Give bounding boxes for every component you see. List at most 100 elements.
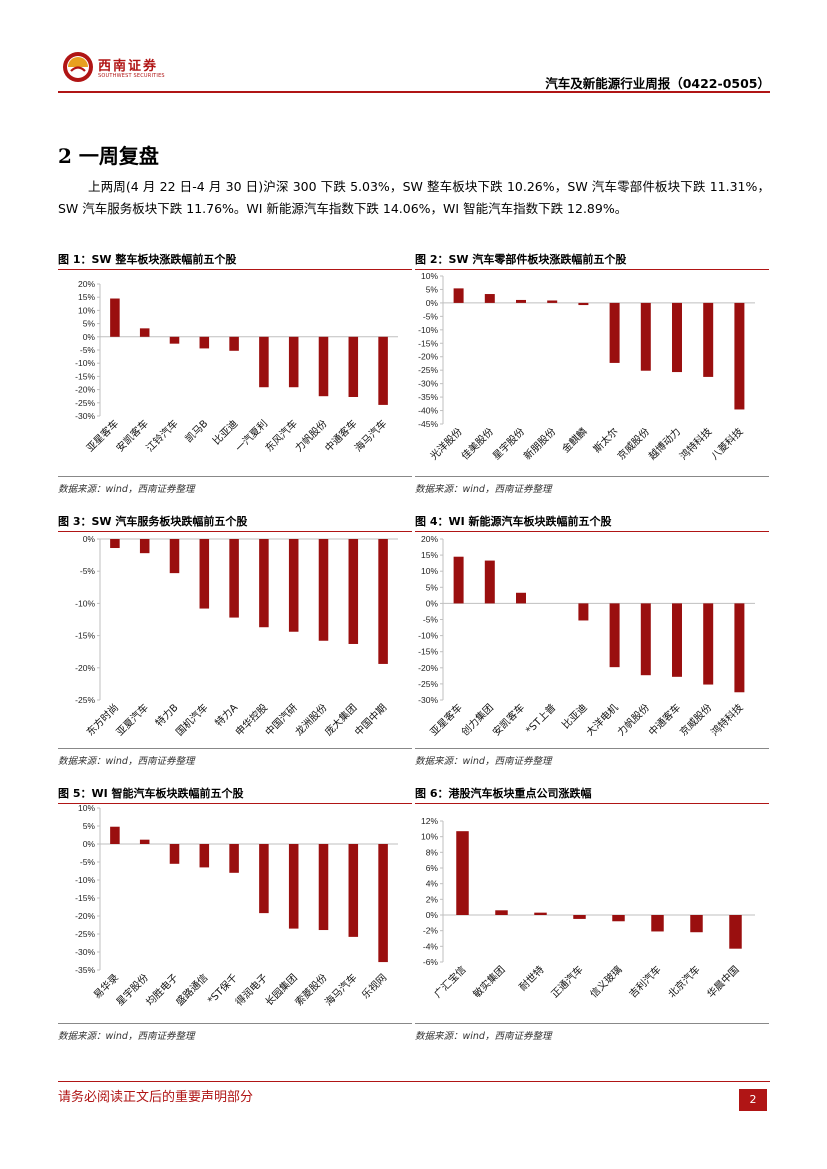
- y-tick-label: -35%: [418, 392, 438, 402]
- figure-title-divider: [415, 803, 769, 804]
- x-category-label: 均胜电子: [143, 971, 180, 1008]
- bar: [573, 915, 586, 919]
- y-tick-label: 0%: [83, 534, 96, 544]
- figure-bottom-divider: [415, 1023, 769, 1024]
- brand-logo: 西南证券 SOUTHWEST SECURITIES: [62, 51, 174, 85]
- bar: [288, 844, 299, 929]
- y-tick-label: 5%: [426, 284, 439, 294]
- bar: [199, 336, 210, 349]
- x-category-label: 龙洲股份: [292, 701, 329, 738]
- bar: [612, 915, 625, 922]
- y-tick-label: -35%: [75, 965, 95, 975]
- y-tick-label: -20%: [418, 663, 438, 673]
- source-note: 数据来源：wind，西南证券整理: [415, 1031, 552, 1042]
- figure-2: 图 2：SW 汽车零部件板块涨跌幅前五个股 -45% -40% -35% -30% -2…: [415, 251, 769, 501]
- report-title: 汽车及新能源行业周报（0422-0505）: [545, 76, 770, 91]
- page-number: 2: [739, 1089, 767, 1111]
- bar: [734, 302, 745, 410]
- figure-title-divider: [415, 531, 769, 532]
- bar: [729, 915, 742, 949]
- figure-title: 图 4：WI 新能源汽车板块跌幅前五个股: [415, 515, 612, 528]
- x-category-label: 中通客车: [322, 417, 359, 454]
- y-tick-label: 8%: [426, 847, 439, 857]
- y-tick-label: 10%: [421, 271, 438, 281]
- x-category-label: 比亚迪: [211, 418, 241, 448]
- x-category-label: 东方时尚: [84, 701, 121, 738]
- x-category-label: 大洋电机: [583, 701, 620, 738]
- x-category-label: 中国中期: [352, 701, 389, 738]
- y-tick-label: -15%: [75, 631, 95, 641]
- y-tick-label: 2%: [426, 894, 439, 904]
- bar: [288, 336, 299, 388]
- figure-bottom-divider: [58, 476, 412, 477]
- x-category-label: 凯马B: [182, 417, 210, 445]
- x-category-label: 特力A: [212, 701, 240, 729]
- x-category-label: 易华录: [91, 971, 121, 1001]
- bar: [734, 603, 745, 693]
- bar: [640, 302, 651, 371]
- source-note: 数据来源：wind，西南证券整理: [58, 756, 195, 767]
- x-category-label: 安凯客车: [113, 417, 150, 454]
- bar: [259, 539, 269, 628]
- y-tick-label: -45%: [418, 419, 438, 429]
- figure-4: 图 4：WI 新能源汽车板块跌幅前五个股 -30% -25% -20% -15% -10…: [415, 513, 769, 768]
- bar: [348, 539, 359, 644]
- bar: [318, 336, 329, 397]
- bar: [534, 912, 547, 915]
- bar: [259, 844, 269, 914]
- bar: [199, 539, 210, 609]
- figure-title: 图 5：WI 智能汽车板块跌幅前五个股: [58, 787, 244, 800]
- y-tick-label: -30%: [418, 695, 438, 705]
- figure-bottom-divider: [415, 476, 769, 477]
- bar: [609, 302, 620, 363]
- y-tick-label: 10%: [78, 305, 95, 315]
- x-category-label: 海马汽车: [322, 971, 359, 1008]
- bar: [516, 592, 526, 604]
- bar: [578, 603, 589, 621]
- bar: [578, 302, 589, 306]
- x-category-label: 新朋股份: [521, 425, 558, 462]
- bar: [229, 539, 239, 618]
- bar: [703, 603, 714, 685]
- bar: [288, 539, 299, 632]
- y-tick-label: 15%: [421, 550, 438, 560]
- y-tick-label: 0%: [83, 332, 96, 342]
- x-category-label: 比亚迪: [560, 702, 590, 732]
- x-category-label: 海马汽车: [352, 417, 389, 454]
- x-category-label: 正通汽车: [548, 963, 585, 1000]
- bar: [348, 844, 359, 937]
- x-category-label: 京威股份: [677, 701, 714, 738]
- x-category-label: 索菱股份: [292, 971, 329, 1008]
- source-note: 数据来源：wind，西南证券整理: [415, 484, 552, 495]
- y-tick-label: -25%: [75, 398, 95, 408]
- y-tick-label: 0%: [83, 839, 96, 849]
- bar: [495, 910, 508, 915]
- figure-title-divider: [58, 803, 412, 804]
- x-category-label: 力帆股份: [292, 417, 329, 454]
- source-note: 数据来源：wind，西南证券整理: [58, 1031, 195, 1042]
- x-category-label: 得润电子: [233, 971, 270, 1008]
- x-category-label: 敏实集团: [470, 963, 507, 1000]
- figure-title: 图 1：SW 整车板块涨跌幅前五个股: [58, 253, 237, 266]
- x-category-label: 金麒麟: [559, 425, 589, 455]
- bar: [609, 603, 620, 668]
- logo-mark-icon: [63, 52, 93, 82]
- figure-5: 图 5：WI 智能汽车板块跌幅前五个股 -35% -30% -25% -20% -15%…: [58, 785, 412, 1047]
- bar: [318, 844, 329, 931]
- y-tick-label: 0%: [426, 298, 439, 308]
- y-tick-label: -10%: [418, 325, 438, 335]
- y-tick-label: 10%: [421, 832, 438, 842]
- x-category-label: 吉利汽车: [626, 963, 663, 1000]
- y-tick-label: -2%: [423, 926, 439, 936]
- bar: [378, 539, 388, 664]
- y-tick-label: -25%: [75, 929, 95, 939]
- figure-bottom-divider: [415, 748, 769, 749]
- y-tick-label: -15%: [418, 647, 438, 657]
- bar: [672, 302, 682, 373]
- bar: [169, 336, 180, 344]
- x-category-label: 力帆股份: [614, 701, 651, 738]
- y-tick-label: -30%: [75, 411, 95, 421]
- bar: [110, 826, 120, 844]
- bar: [139, 539, 150, 554]
